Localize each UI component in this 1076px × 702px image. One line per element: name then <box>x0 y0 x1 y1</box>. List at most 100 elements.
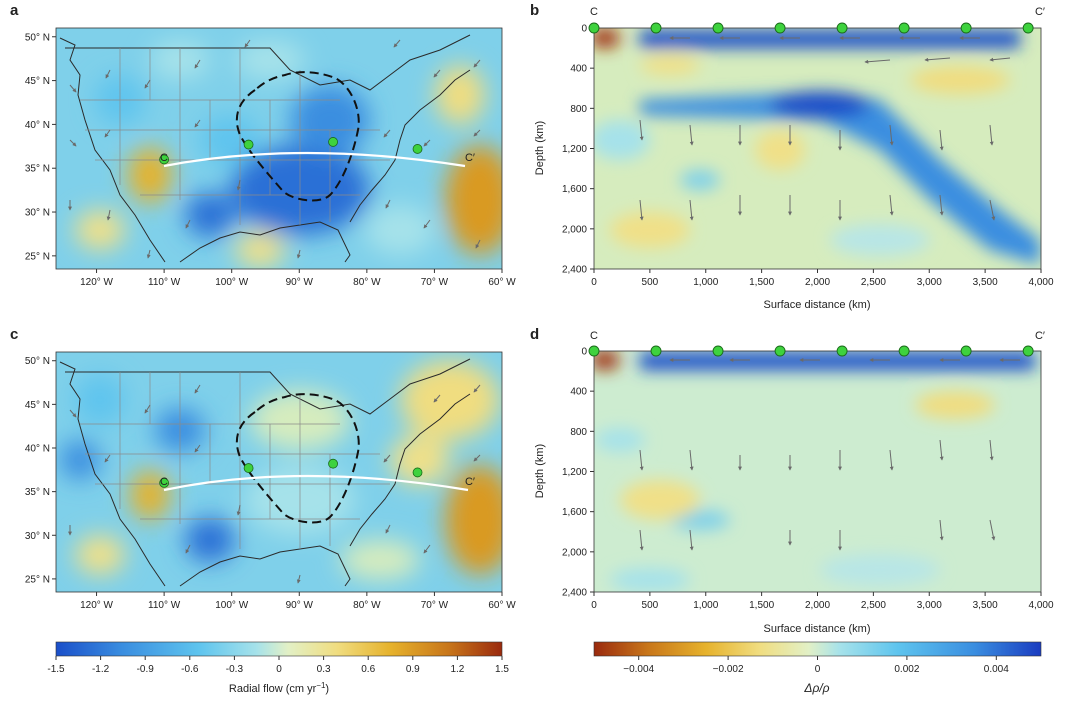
colorbar-tick-label: 0 <box>276 664 282 675</box>
y-tick-label: 800 <box>570 104 587 115</box>
panel-d-axes: 0 500 1,000 1,500 2,000 2,500 3,000 3,500 4,000 0… <box>562 347 1054 612</box>
profile-start-label-a: C <box>160 152 168 164</box>
panel-c-axes: 120° W 110° W 100° W 90° W 80° W 70° W 60° W 50… <box>25 356 516 611</box>
colorbar-left-gradient <box>55 641 503 657</box>
panel-a: a <box>10 2 516 288</box>
profile-line-a <box>163 151 466 168</box>
profile-point <box>412 144 423 154</box>
profile-end-label-a: C′ <box>465 152 475 164</box>
y-tick-label: 2,000 <box>562 224 587 235</box>
x-tick-label: 110° W <box>148 277 181 288</box>
x-tick-label: 120° W <box>80 600 113 611</box>
colorbar-tick-label: 0.9 <box>406 664 420 675</box>
profile-end-label-b: C′ <box>1035 6 1045 18</box>
colorbar-tick-label: 0.002 <box>894 664 919 675</box>
cluster-boundary-c <box>235 393 360 524</box>
colorbar-tick-label: 0.3 <box>317 664 331 675</box>
y-tick-label: 800 <box>570 427 587 438</box>
y-tick-label: 45° N <box>25 76 50 87</box>
x-tick-label: 1,500 <box>749 600 774 611</box>
x-axis-title-b: Surface distance (km) <box>764 299 871 311</box>
y-tick-label: 35° N <box>25 487 50 498</box>
profile-marker <box>650 345 662 357</box>
y-tick-label: 45° N <box>25 400 50 411</box>
y-tick-label: 40° N <box>25 444 50 455</box>
colorbar-right: −0.004 −0.002 0 0.002 0.004 Δρ/ρ <box>593 641 1042 695</box>
flow-arrows-a <box>68 39 481 259</box>
flow-arrows-c <box>68 384 481 584</box>
profile-point <box>328 137 338 147</box>
profile-marker <box>712 22 724 34</box>
panel-c-frame <box>55 351 503 593</box>
y-tick-label: 25° N <box>25 251 50 262</box>
x-tick-label: 0 <box>591 600 597 611</box>
profile-start-label-c: C <box>160 476 168 488</box>
x-tick-label: 90° W <box>286 600 314 611</box>
colorbar-left: -1.5 -1.2 -0.9 -0.6 -0.3 0 0.3 0.6 0.9 1.2 1.5 Rad… <box>47 641 509 695</box>
panel-b-heatmap <box>594 28 1041 269</box>
colorbar-right-gradient <box>593 641 1042 657</box>
y-tick-label: 0 <box>581 24 587 35</box>
y-tick-label: 2,400 <box>562 265 587 276</box>
profile-point <box>243 139 254 150</box>
profile-point <box>412 467 423 478</box>
profile-marker <box>712 345 724 357</box>
x-tick-label: 3,000 <box>917 277 942 288</box>
y-tick-label: 35° N <box>25 164 50 175</box>
x-tick-label: 0 <box>591 277 597 288</box>
profile-marker <box>836 22 848 34</box>
x-tick-label: 2,500 <box>861 600 886 611</box>
profile-marker <box>774 345 786 357</box>
colorbar-tick-label: -0.6 <box>181 664 199 675</box>
x-tick-label: 80° W <box>353 600 381 611</box>
colorbar-left-label: Radial flow (cm yr−1) <box>229 681 329 695</box>
x-tick-label: 1,000 <box>693 277 718 288</box>
profile-marker <box>960 22 972 34</box>
profile-marker <box>588 22 600 34</box>
colorbar-left-ticks: -1.5 -1.2 -0.9 -0.6 -0.3 0 0.3 0.6 0.9 1.2 1.5 <box>47 656 509 675</box>
x-tick-label: 1,500 <box>749 277 774 288</box>
panel-c-heatmap <box>56 352 502 592</box>
x-tick-label: 90° W <box>286 277 314 288</box>
x-tick-label: 60° W <box>488 277 516 288</box>
x-tick-label: 3,000 <box>917 600 942 611</box>
profile-start-label-b: C <box>590 6 598 18</box>
panel-d-markers <box>588 345 1034 357</box>
profile-marker <box>898 22 910 34</box>
panel-letter-d: d <box>530 326 539 343</box>
panel-letter-c: c <box>10 326 18 343</box>
y-axis-title-b: Depth (km) <box>534 121 546 175</box>
x-axis-title-d: Surface distance (km) <box>764 623 871 635</box>
y-tick-label: 40° N <box>25 120 50 131</box>
x-tick-label: 3,500 <box>973 600 998 611</box>
x-tick-label: 3,500 <box>973 277 998 288</box>
y-tick-label: 1,600 <box>562 507 587 518</box>
profile-marker <box>836 345 848 357</box>
x-tick-label: 80° W <box>353 277 381 288</box>
profile-marker <box>774 22 786 34</box>
panel-b: b <box>530 2 1054 311</box>
colorbar-tick-label: 1.2 <box>450 664 464 675</box>
y-tick-label: 0 <box>581 347 587 358</box>
x-tick-label: 500 <box>642 600 659 611</box>
profile-marker <box>588 345 600 357</box>
flow-arrows-b <box>639 36 1011 221</box>
x-tick-label: 100° W <box>215 277 248 288</box>
panel-a-frame <box>55 27 503 270</box>
profile-end-label-c: C′ <box>465 476 475 488</box>
profile-marker <box>960 345 972 357</box>
profile-point <box>159 478 170 488</box>
profile-point <box>328 458 338 469</box>
panel-d-heatmap <box>594 351 1041 592</box>
panel-a-profile-points <box>159 137 423 165</box>
y-tick-label: 50° N <box>25 32 50 43</box>
y-tick-label: 1,200 <box>562 144 587 155</box>
panel-c: c <box>10 326 516 611</box>
panel-letter-a: a <box>10 2 19 19</box>
colorbar-tick-label: 0.6 <box>361 664 375 675</box>
profile-marker <box>1022 22 1034 34</box>
colorbar-tick-label: −0.004 <box>623 664 654 675</box>
panel-d: d 0 500 1,000 <box>530 326 1054 635</box>
panel-a-axes: 120° W 110° W 100° W 90° W 80° W 70° W 60° W 50… <box>25 32 516 288</box>
